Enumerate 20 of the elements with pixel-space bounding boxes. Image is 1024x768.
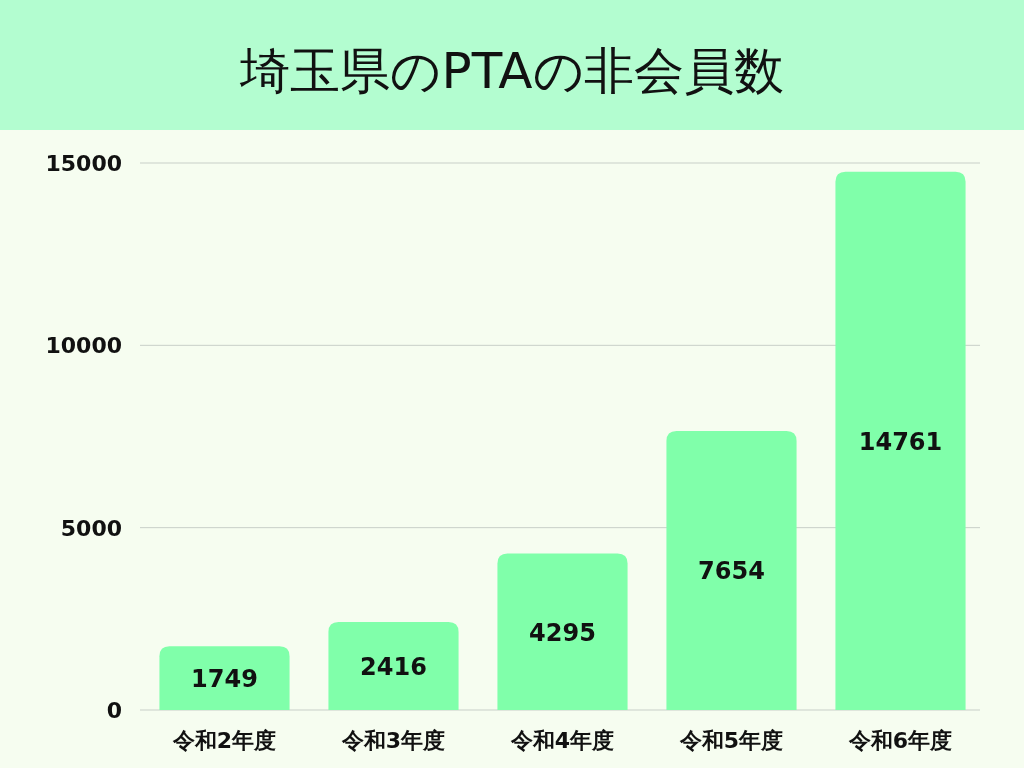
x-tick-label: 令和3年度 [340,728,446,753]
bar [328,621,459,710]
x-tick-label: 令和4年度 [509,728,615,753]
x-tick-label: 令和2年度 [171,728,277,753]
bar [497,553,628,710]
data-label: 14761 [858,427,943,456]
y-tick-label: 5000 [60,515,122,541]
data-label: 1749 [191,665,258,694]
bar [835,171,966,710]
y-tick-label: 0 [106,698,122,723]
data-label: 7654 [698,557,765,586]
bar [159,646,290,710]
y-tick-label: 15000 [45,151,122,176]
x-tick-label: 令和5年度 [678,728,784,753]
data-label: 2416 [360,652,427,681]
bar [666,430,797,710]
y-tick-label: 10000 [45,333,122,359]
data-label: 4295 [529,618,596,647]
x-tick-label: 令和6年度 [847,728,953,753]
chart-title: 埼玉県のPTAの非会員数 [239,42,784,100]
